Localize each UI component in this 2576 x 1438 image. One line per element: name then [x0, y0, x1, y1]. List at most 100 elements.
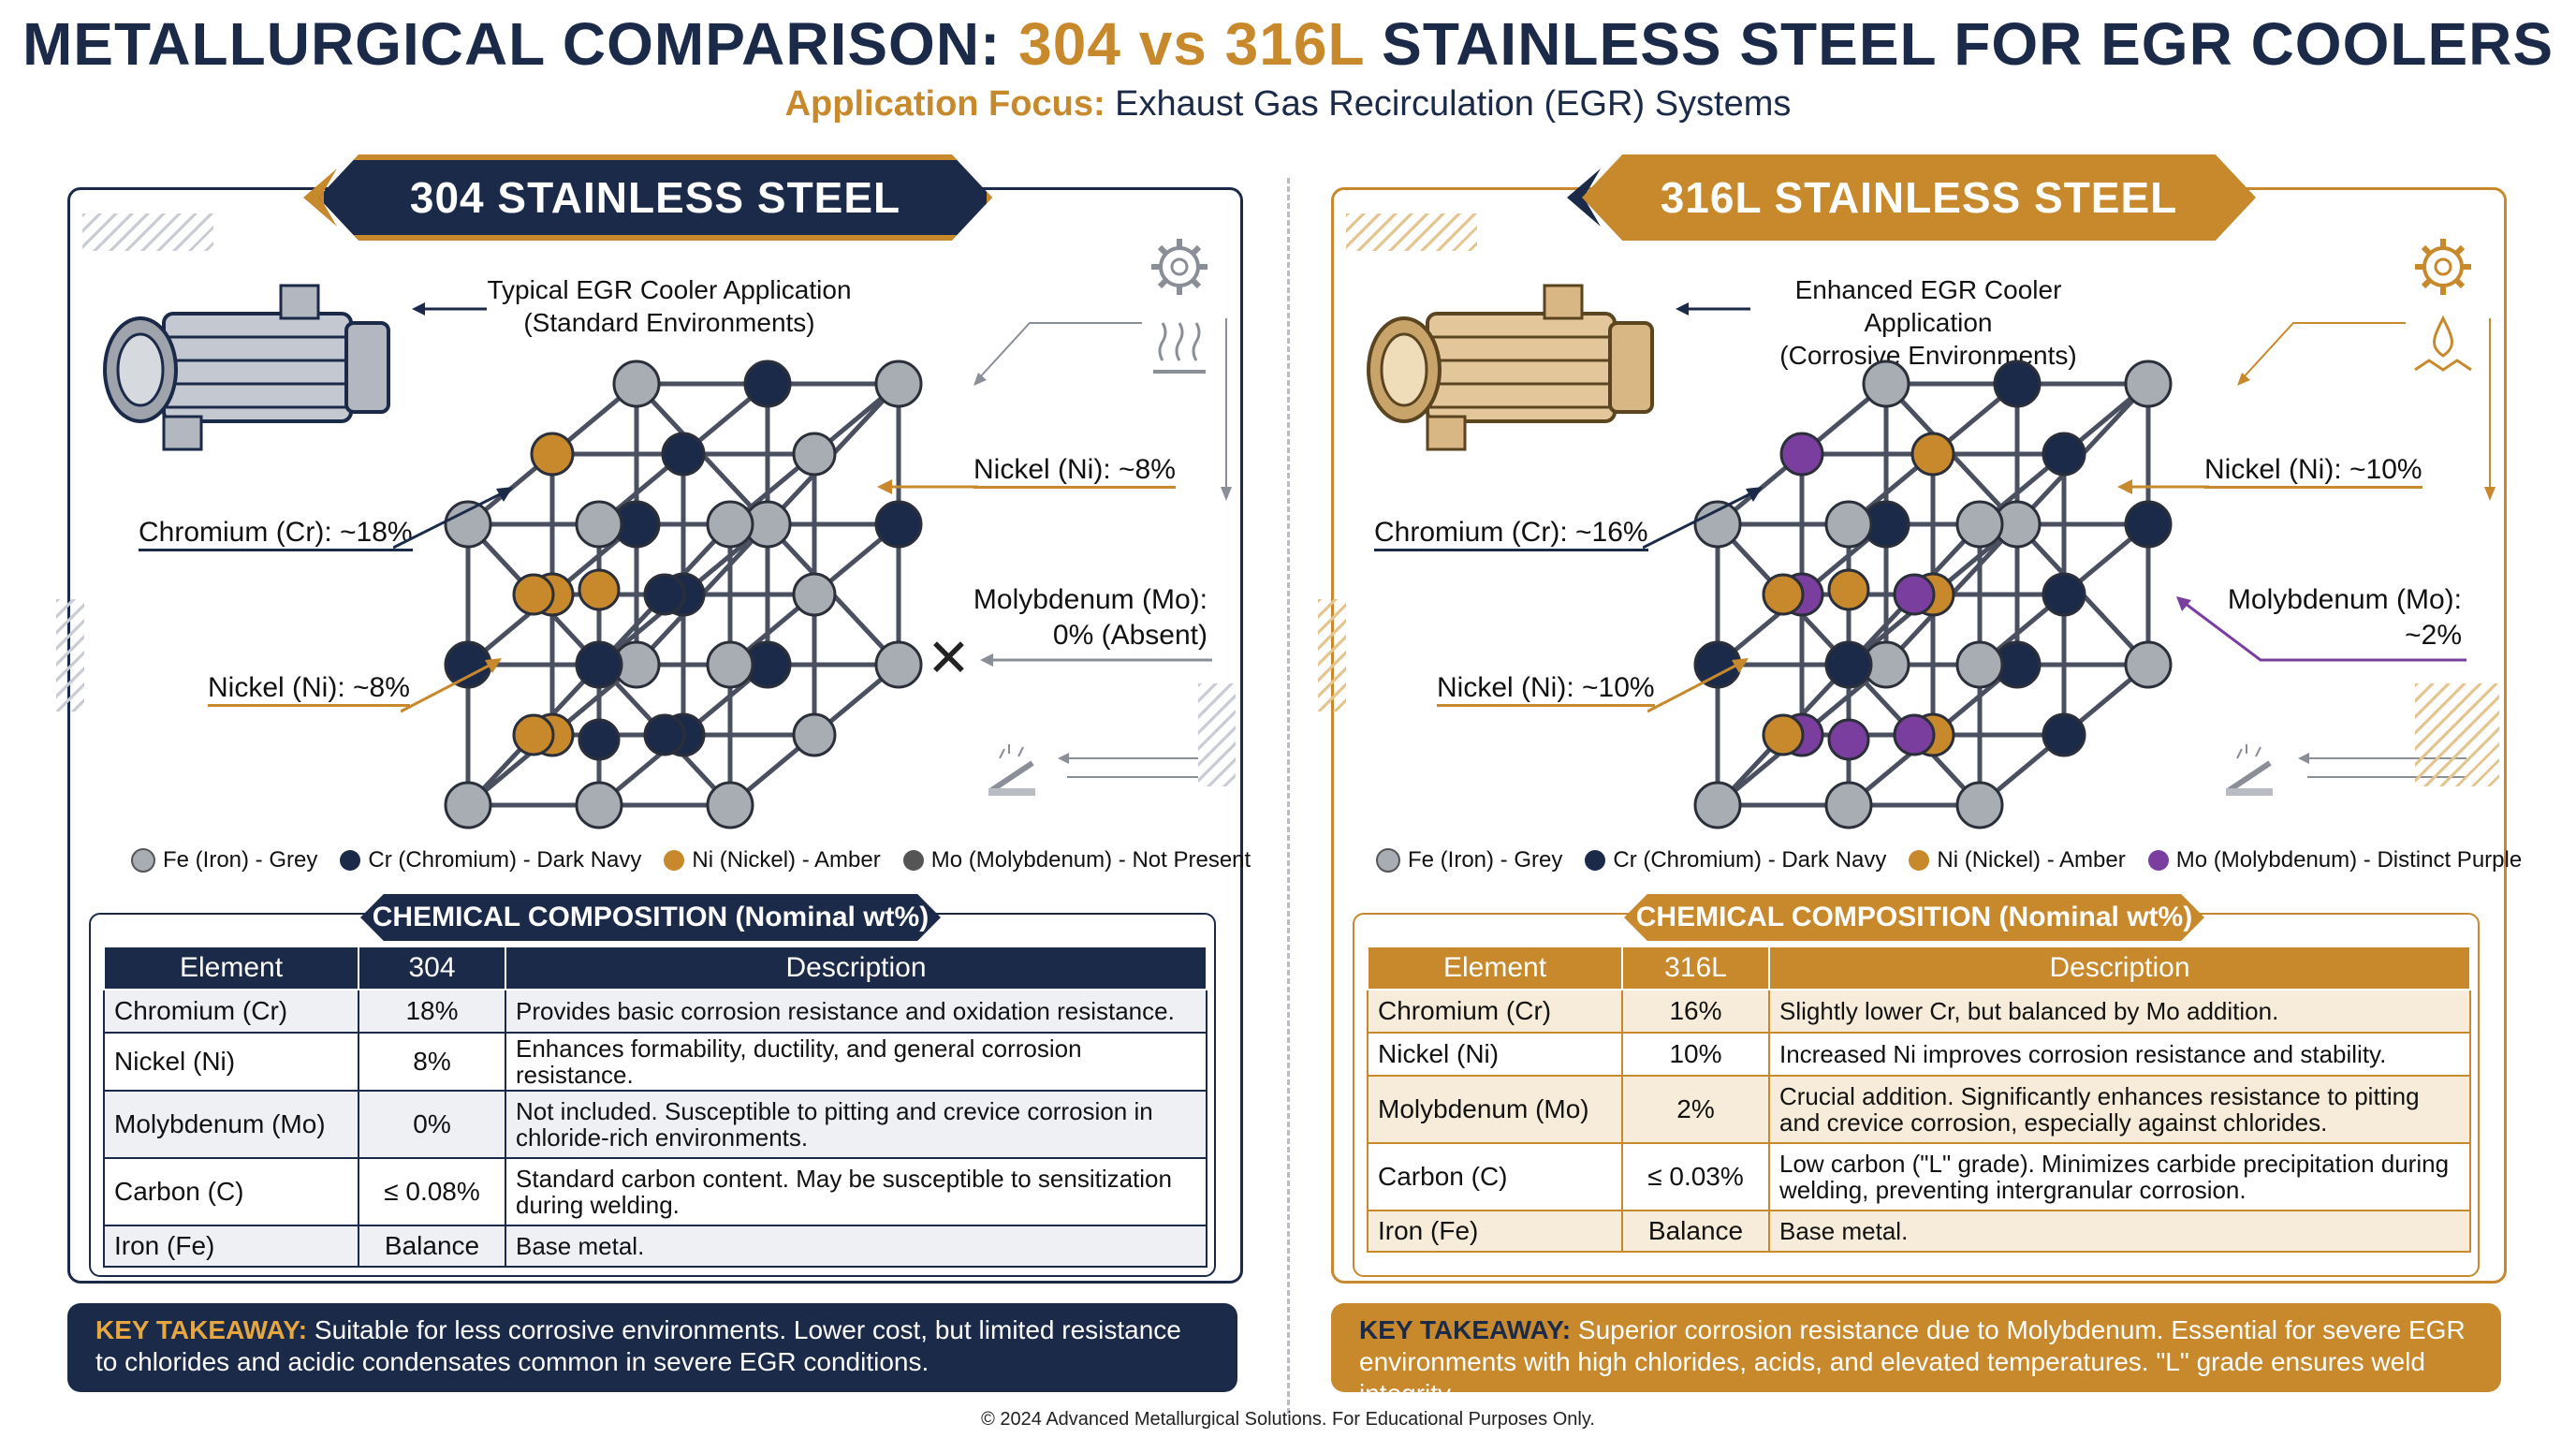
lattice-atom [2124, 500, 2173, 549]
egr-cooler-316l-icon [1367, 284, 1654, 451]
key-takeaway-304: KEY TAKEAWAY: Suitable for less corrosiv… [67, 1303, 1237, 1392]
label-nickel-top-316l: Nickel (Ni): ~10% [2204, 454, 2422, 489]
connector-arrow [1058, 753, 1198, 778]
arrow-icon [1676, 302, 1750, 315]
lattice-atom [1824, 500, 1873, 549]
lattice-atom [578, 718, 621, 761]
crystal-lattice-316l [1693, 360, 2173, 829]
lattice-atom [874, 360, 923, 408]
lattice-atom [792, 712, 837, 757]
cell-value: Balance [358, 1225, 506, 1268]
decorative-hatch [1318, 599, 1346, 712]
column-header: 304 [358, 946, 506, 990]
arrow-icon [412, 302, 487, 315]
cell-desc: Increased Ni improves corrosion resistan… [1768, 1032, 2471, 1077]
cell-value: 8% [358, 1032, 506, 1092]
cell-element: Carbon (C) [103, 1157, 359, 1226]
lattice-atom [575, 781, 623, 829]
gear-icon [1151, 239, 1208, 295]
connector-arrow [2237, 318, 2496, 501]
cell-desc: Base metal. [505, 1225, 1208, 1268]
lattice-atom [874, 500, 923, 549]
decorative-hatch [82, 213, 213, 251]
lattice-atom [874, 640, 923, 689]
composition-header-304: CHEMICAL COMPOSITION (Nominal wt%) [360, 894, 941, 941]
page-title: METALLURGICAL COMPARISON: 304 vs 316L ST… [22, 10, 2554, 78]
column-header: 316L [1621, 946, 1770, 990]
crystal-lattice-304 [444, 360, 923, 829]
table-row: Carbon (C) ≤ 0.08% Standard carbon content… [103, 1157, 1208, 1226]
cell-value: 18% [358, 989, 506, 1034]
lattice-atom [1824, 781, 1873, 829]
lattice-atom [2042, 572, 2086, 617]
lattice-atom [2124, 640, 2173, 689]
lattice-atom [792, 432, 837, 477]
pointer-arrow [877, 479, 978, 494]
lattice-atom [1955, 640, 2004, 689]
gear-icon [2415, 239, 2471, 295]
lattice-atom [1824, 640, 1873, 689]
table-row: Carbon (C) ≤ 0.03% Low carbon ("L" grade).… [1367, 1142, 2471, 1211]
lattice-atom [530, 432, 575, 477]
legend-304: Fe (Iron) - Grey Cr (Chromium) - Dark Na… [131, 847, 1264, 873]
label-chromium-304: Chromium (Cr): ~18% [139, 517, 413, 551]
cell-desc: Provides basic corrosion resistance and … [505, 989, 1208, 1034]
lattice-atom [1955, 781, 2004, 829]
table-row: Chromium (Cr) 16% Slightly lower Cr, but b… [1367, 989, 2471, 1034]
lattice-atom [2124, 360, 2173, 408]
table-header-row: Element 316L Description [1367, 946, 2471, 990]
lattice-atom [578, 568, 621, 611]
welding-torch-icon [988, 744, 1035, 796]
lattice-atom [575, 500, 623, 549]
cell-element: Molybdenum (Mo) [103, 1090, 359, 1159]
column-header: Element [1367, 946, 1623, 990]
cell-value: 10% [1621, 1032, 1770, 1077]
cell-desc: Standard carbon content. May be suscepti… [505, 1157, 1208, 1226]
decorative-hatch [1346, 213, 1477, 251]
lattice-atom [1762, 713, 1805, 756]
column-header: Description [505, 946, 1208, 990]
pointer-arrow [401, 658, 502, 713]
cell-desc: Slightly lower Cr, but balanced by Mo ad… [1768, 989, 2471, 1034]
cell-element: Iron (Fe) [1367, 1210, 1623, 1253]
heat-waves-icon [1153, 322, 1206, 374]
lattice-atom [1893, 573, 1936, 616]
lattice-atom [661, 432, 706, 477]
lattice-atom [1955, 500, 2004, 549]
legend-item-mo: Mo (Molybdenum) - Not Present [902, 847, 1251, 873]
table-row: Nickel (Ni) 8% Enhances formability, ducti… [103, 1032, 1208, 1092]
pointer-arrow [2176, 596, 2466, 662]
legend-316l: Fe (Iron) - Grey Cr (Chromium) - Dark Na… [1376, 847, 2535, 873]
column-header: Element [103, 946, 359, 990]
lattice-atom [2042, 712, 2086, 757]
lattice-atom [643, 573, 686, 616]
table-header-row: Element 304 Description [103, 946, 1208, 990]
pointer-arrow [1643, 487, 1763, 550]
cell-desc: Enhances formability, ductility, and gen… [505, 1032, 1208, 1092]
legend-item-fe: Fe (Iron) - Grey [1376, 847, 1562, 873]
cell-value: Balance [1621, 1210, 1770, 1253]
label-molybdenum-316l: Molybdenum (Mo): ~2% [2227, 584, 2462, 651]
composition-header-316l: CHEMICAL COMPOSITION (Nominal wt%) [1624, 894, 2204, 941]
decorative-hatch [56, 599, 84, 712]
table-row: Molybdenum (Mo) 2% Crucial addition. Signi… [1367, 1075, 2471, 1144]
label-molybdenum-304: Molybdenum (Mo): 0% (Absent) [973, 584, 1208, 651]
lattice-atom [2042, 432, 2086, 477]
cell-element: Nickel (Ni) [103, 1032, 359, 1092]
cell-element: Chromium (Cr) [103, 989, 359, 1034]
lattice-atom [1693, 781, 1742, 829]
lattice-atom [1910, 432, 1955, 477]
legend-item-ni: Ni (Nickel) - Amber [664, 847, 881, 873]
connector-arrow [973, 318, 1232, 501]
lattice-atom [1827, 568, 1870, 611]
legend-item-fe: Fe (Iron) - Grey [131, 847, 317, 873]
legend-item-ni: Ni (Nickel) - Amber [1909, 847, 2126, 873]
lattice-atom [706, 500, 754, 549]
table-row: Iron (Fe) Balance Base metal. [103, 1225, 1208, 1268]
lattice-atom [1993, 360, 2042, 408]
app-label-316l: Enhanced EGR Cooler Application (Corrosiv… [1779, 275, 2077, 370]
label-nickel-bottom-304: Nickel (Ni): ~8% [208, 672, 410, 707]
corrosion-drop-icon [2414, 315, 2472, 372]
cell-desc: Not included. Susceptible to pitting and… [505, 1090, 1208, 1159]
lattice-atom [1827, 718, 1870, 761]
